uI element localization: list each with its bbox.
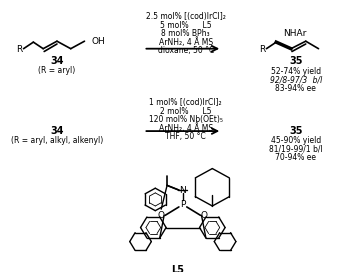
Text: R: R	[16, 45, 23, 54]
Text: R: R	[259, 45, 266, 54]
Text: O: O	[158, 211, 165, 220]
Text: N: N	[179, 186, 186, 194]
Text: 8 mol% BPh₃: 8 mol% BPh₃	[162, 29, 210, 38]
Text: ArNH₂, 4 Å MS: ArNH₂, 4 Å MS	[159, 37, 213, 47]
Text: 34: 34	[50, 56, 64, 66]
Text: 52-74% yield: 52-74% yield	[271, 67, 321, 76]
Text: 34: 34	[50, 126, 64, 136]
Text: (R = aryl, alkyl, alkenyl): (R = aryl, alkyl, alkenyl)	[11, 136, 103, 145]
Text: O: O	[201, 211, 208, 220]
Text: 83-94% ee: 83-94% ee	[275, 84, 316, 92]
Text: P: P	[180, 200, 186, 209]
Text: 70-94% ee: 70-94% ee	[275, 153, 317, 162]
Text: NHAr: NHAr	[283, 29, 306, 38]
Text: 5 mol%   L5: 5 mol% L5	[160, 21, 211, 30]
Text: 2 mol%   L5: 2 mol% L5	[160, 107, 211, 116]
Text: 35: 35	[289, 56, 303, 66]
Text: dioxane, 50 °C: dioxane, 50 °C	[158, 46, 214, 55]
Text: 1 mol% [(cod)IrCl]₂: 1 mol% [(cod)IrCl]₂	[149, 98, 222, 107]
Text: 92/8-97/3   b/l: 92/8-97/3 b/l	[270, 75, 322, 84]
Text: ArNH₂, 4 Å MS: ArNH₂, 4 Å MS	[159, 123, 213, 133]
Text: (R = aryl): (R = aryl)	[38, 66, 76, 75]
Text: 35: 35	[289, 126, 303, 136]
Text: 45-90% yield: 45-90% yield	[271, 136, 321, 145]
Text: L5: L5	[171, 265, 184, 272]
Text: 120 mol% Nb(OEt)₅: 120 mol% Nb(OEt)₅	[149, 115, 223, 124]
Text: 81/19-99/1 b/l: 81/19-99/1 b/l	[269, 144, 323, 153]
Text: THF, 50 °C: THF, 50 °C	[165, 132, 206, 141]
Text: OH: OH	[91, 37, 105, 46]
Text: 2.5 mol% [(cod)IrCl]₂: 2.5 mol% [(cod)IrCl]₂	[146, 12, 226, 21]
